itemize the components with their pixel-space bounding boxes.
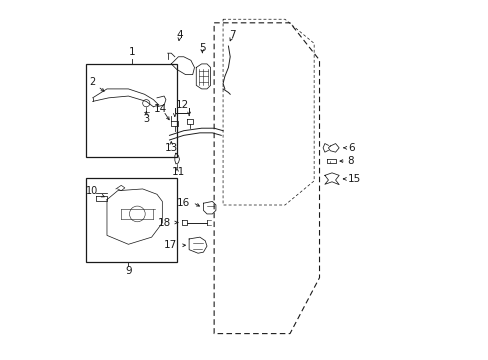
Bar (85, 178, 176, 262)
Text: 10: 10 (86, 186, 104, 197)
Text: 15: 15 (347, 174, 361, 184)
Bar (85, 64, 176, 157)
Text: 14: 14 (154, 104, 167, 114)
Text: 7: 7 (228, 30, 235, 40)
Text: 18: 18 (158, 217, 171, 228)
Text: 12: 12 (175, 100, 188, 110)
Text: 16: 16 (177, 198, 190, 207)
Text: 11: 11 (171, 167, 184, 177)
Text: 4: 4 (177, 30, 183, 40)
Text: 8: 8 (346, 156, 353, 166)
Text: 3: 3 (143, 112, 149, 124)
Text: 13: 13 (164, 143, 178, 153)
Text: 9: 9 (125, 266, 131, 276)
Text: 17: 17 (164, 240, 177, 250)
Text: 1: 1 (128, 47, 135, 57)
Text: 2: 2 (89, 77, 104, 91)
Text: 5: 5 (199, 43, 205, 53)
Text: 6: 6 (347, 143, 354, 153)
